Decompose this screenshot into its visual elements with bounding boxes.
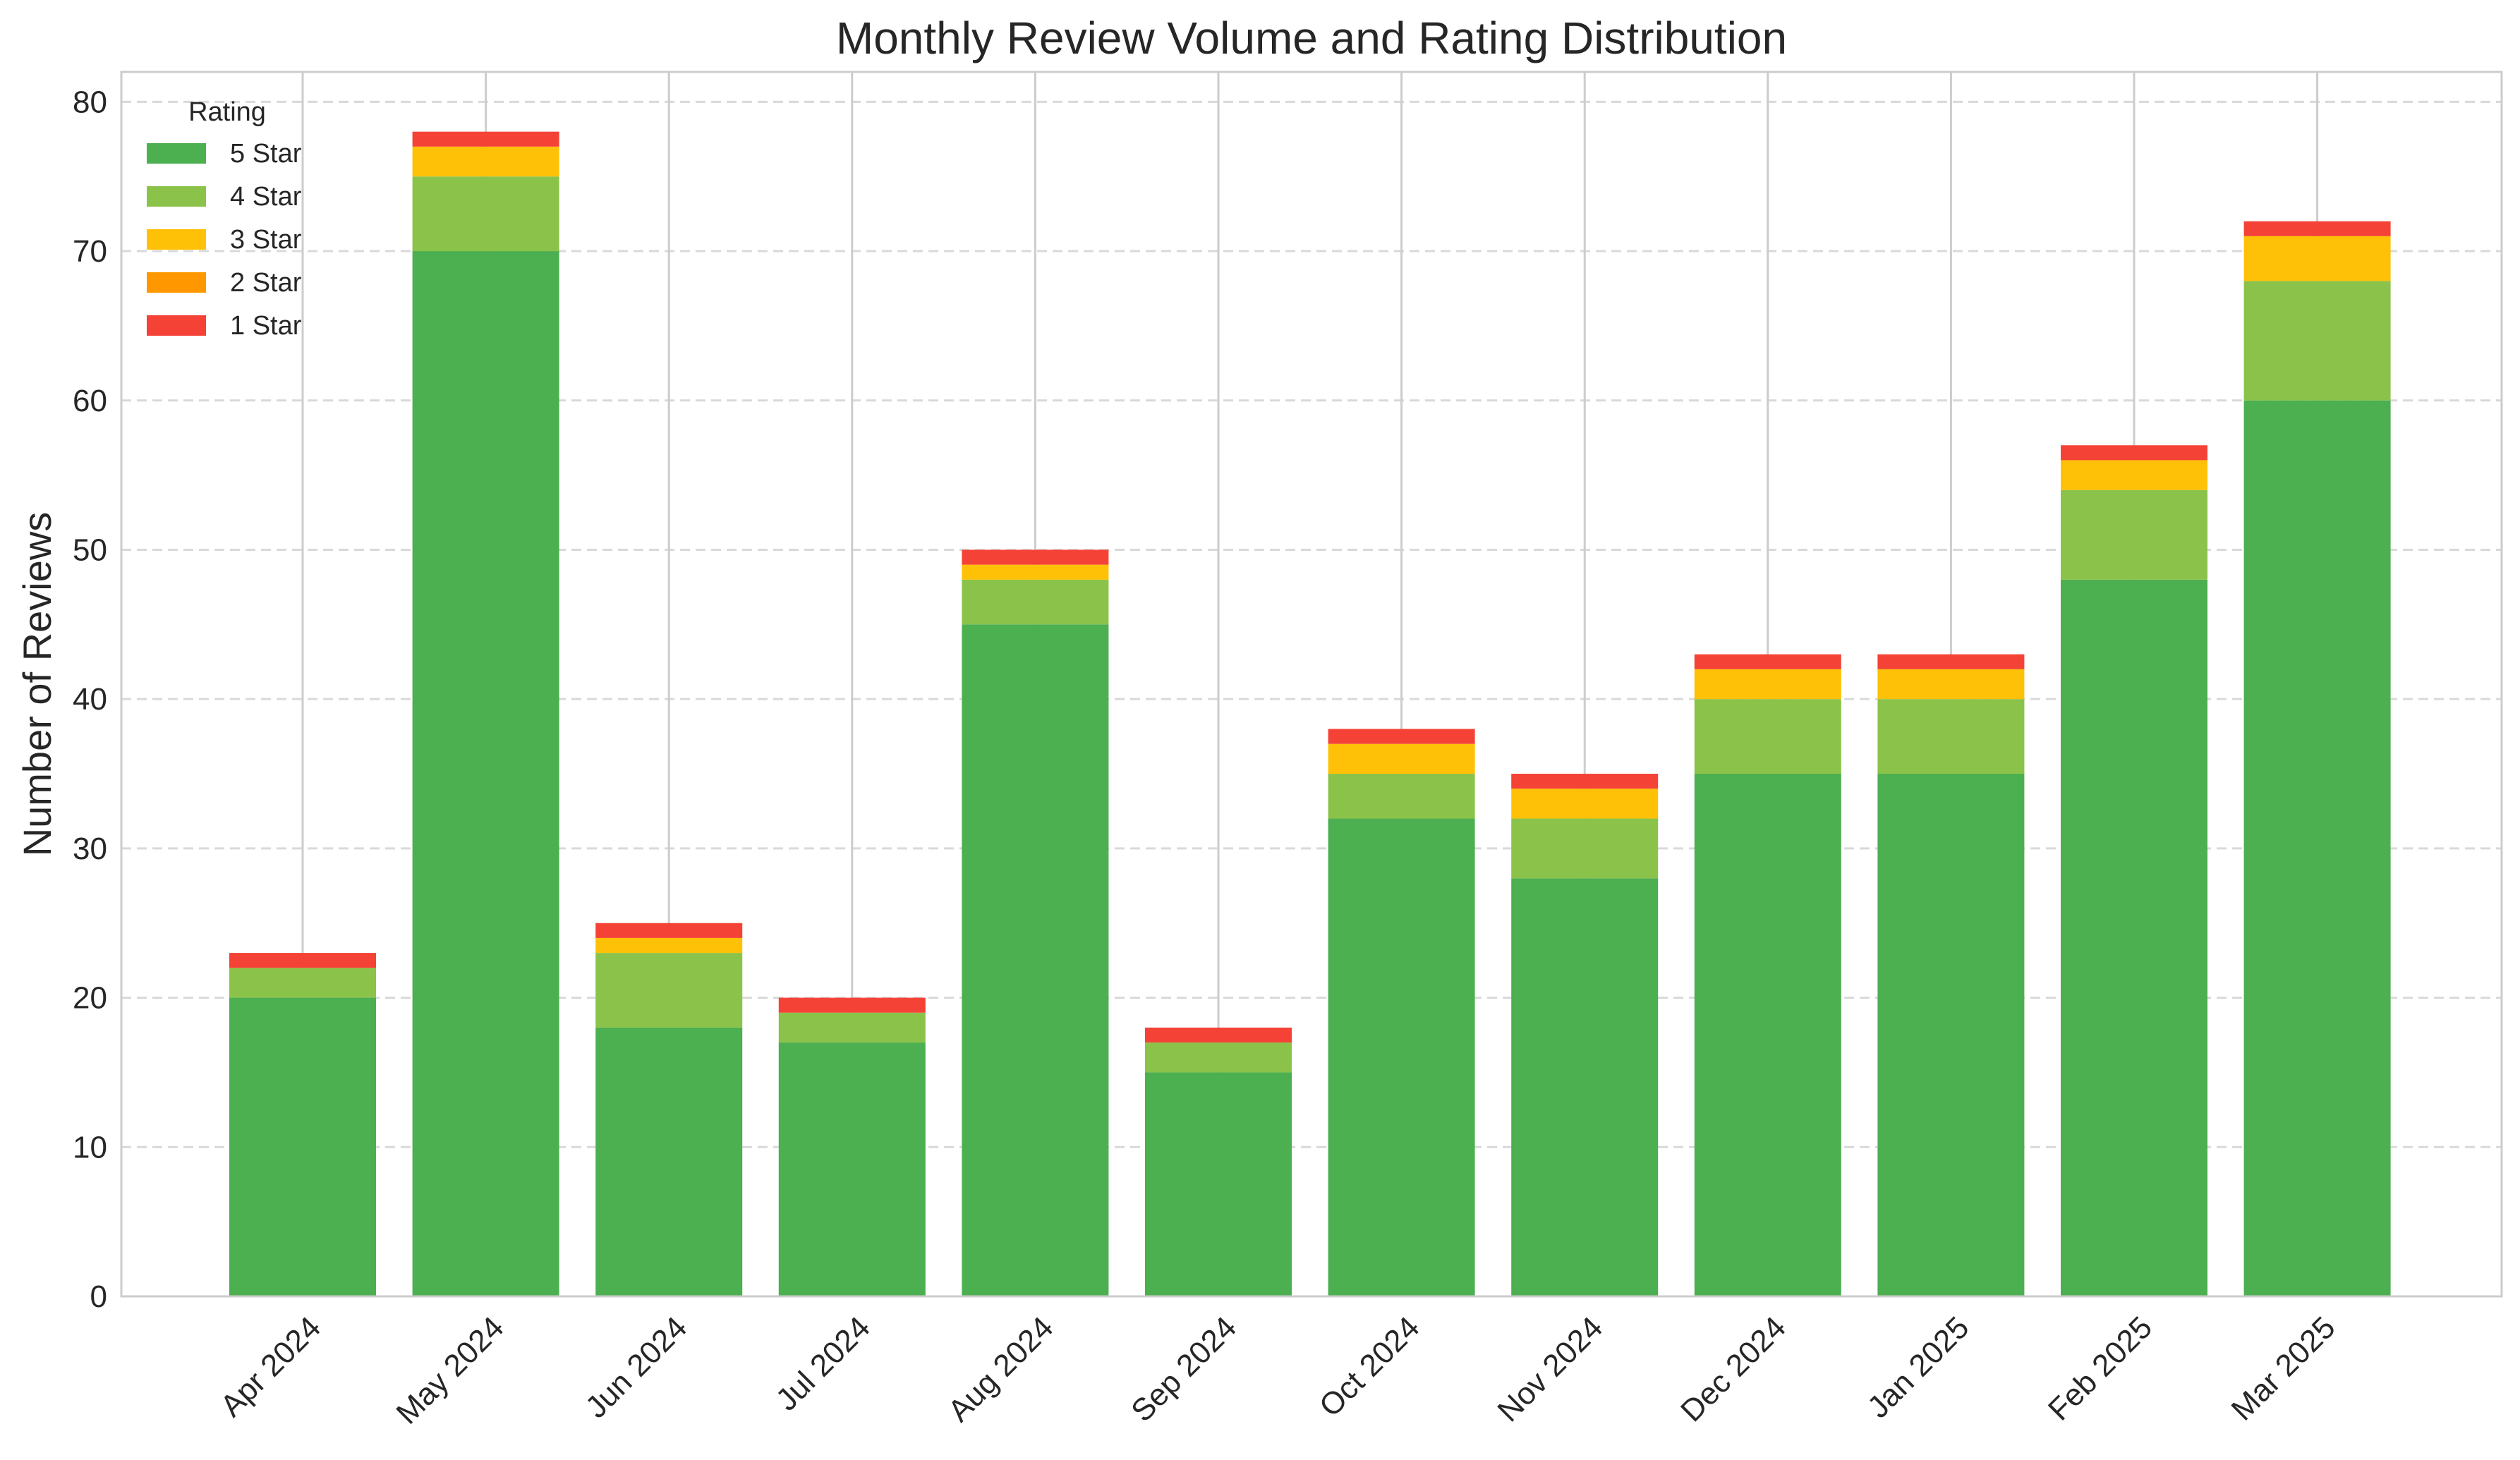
legend-item-label: 5 Star — [230, 139, 302, 169]
bar-segment — [1511, 789, 1659, 819]
legend-item-label: 2 Star — [230, 268, 302, 298]
bar-segment — [229, 968, 376, 998]
bar-segment — [2061, 445, 2207, 461]
bar-segment — [778, 1042, 926, 1296]
legend-swatch — [147, 229, 206, 250]
y-tick-label: 20 — [73, 981, 107, 1016]
y-tick-label: 70 — [73, 234, 107, 269]
legend-swatch — [147, 315, 206, 336]
bar-segment — [1328, 774, 1475, 819]
bar-segment — [595, 953, 743, 1028]
bar-segment — [1511, 774, 1659, 789]
legend-title: Rating — [188, 97, 266, 127]
bar-segment — [1877, 774, 2025, 1296]
bar-segment — [2243, 281, 2391, 401]
bar-segment — [595, 923, 743, 938]
bar-segment — [1877, 699, 2025, 774]
bar-segment — [595, 937, 743, 954]
bar-segment — [962, 564, 1109, 580]
plot-frame — [120, 71, 2503, 1298]
bar-segment — [962, 624, 1109, 1296]
bar-segment — [2243, 221, 2391, 236]
bar-segment — [1511, 818, 1659, 879]
bar-segment — [2061, 460, 2207, 490]
bar-segment — [412, 146, 559, 177]
chart-title: Monthly Review Volume and Rating Distrib… — [836, 13, 1787, 63]
y-tick-label: 60 — [73, 384, 107, 418]
bar-segment — [1694, 699, 1841, 774]
bar-segment — [778, 997, 926, 1013]
bar-segment — [1694, 669, 1841, 700]
bar-segment — [1145, 1042, 1292, 1073]
legend-item-label: 1 Star — [230, 311, 302, 341]
bar-segment — [1328, 818, 1475, 1296]
bar-segment — [1694, 654, 1841, 669]
y-tick-label: 30 — [73, 832, 107, 866]
legend-item-label: 4 Star — [230, 182, 302, 212]
y-tick-label: 80 — [73, 85, 107, 119]
bar-segment — [1511, 878, 1659, 1296]
bar-segment — [412, 251, 559, 1296]
y-tick-label: 0 — [90, 1279, 107, 1314]
bar-segment — [1877, 654, 2025, 669]
bar-segment — [962, 579, 1109, 625]
bar-segment — [1877, 669, 2025, 700]
bar-segment — [412, 176, 559, 252]
bar-segment — [595, 1027, 743, 1296]
bar-segment — [1694, 774, 1841, 1296]
y-tick-label: 10 — [73, 1130, 107, 1164]
bar-segment — [778, 1012, 926, 1043]
bar-segment — [229, 953, 376, 968]
bar-segment — [1328, 729, 1475, 744]
bar-segment — [1145, 1072, 1292, 1296]
y-tick-label: 40 — [73, 682, 107, 717]
bar-segment — [229, 997, 376, 1296]
legend-swatch — [147, 272, 206, 293]
bar-segment — [962, 549, 1109, 565]
bar-segment — [2061, 579, 2207, 1296]
legend-swatch — [147, 143, 206, 164]
legend: Rating 5 Star 4 Star 3 Star 2 Star 1 Star — [147, 97, 302, 341]
bar-segment — [1145, 1027, 1292, 1043]
bar-segment — [1328, 743, 1475, 774]
bar-segment — [2243, 236, 2391, 281]
y-tick-label: 50 — [73, 533, 107, 567]
bars-layer — [229, 131, 2391, 1296]
bar-segment — [2061, 489, 2207, 580]
legend-swatch — [147, 186, 206, 207]
bar-segment — [2243, 400, 2391, 1296]
y-axis-label: Number of Reviews — [15, 512, 59, 857]
legend-item-label: 3 Star — [230, 225, 302, 255]
bar-segment — [412, 131, 559, 147]
